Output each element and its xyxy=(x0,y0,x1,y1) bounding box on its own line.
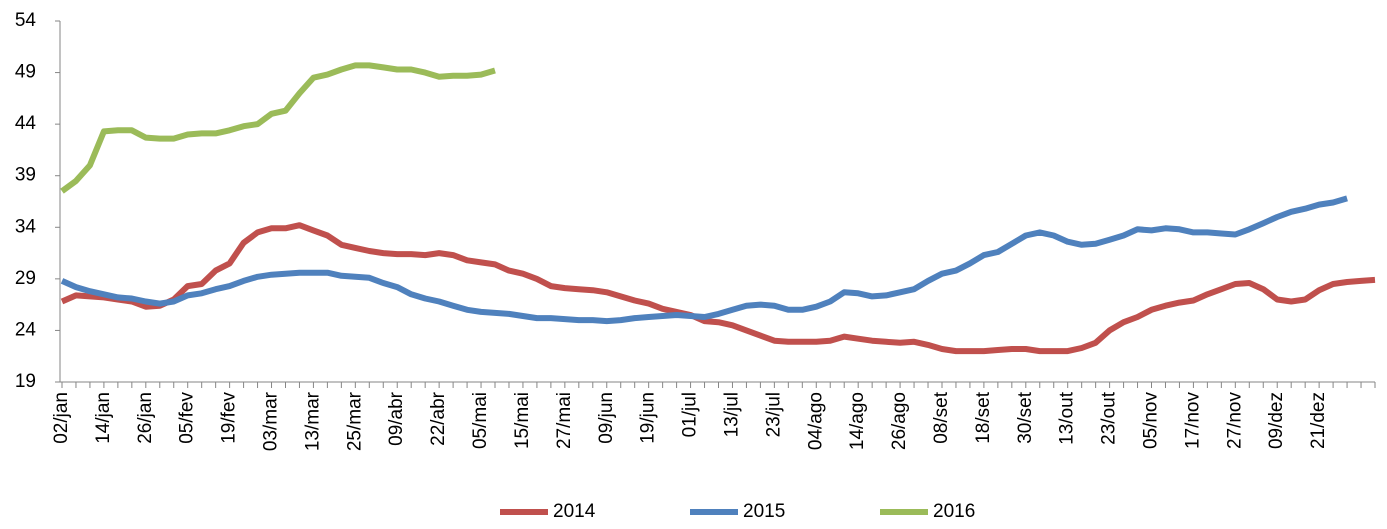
x-tick-label: 04/ago xyxy=(805,392,826,450)
legend-label: 2014 xyxy=(553,501,596,522)
y-tick-label: 34 xyxy=(15,216,37,237)
x-tick-label: 26/ago xyxy=(889,392,910,450)
x-tick-label: 09/jun xyxy=(596,392,617,444)
line-series xyxy=(60,195,1348,325)
y-tick-label: 54 xyxy=(15,10,37,31)
x-tick-label: 18/set xyxy=(973,391,994,443)
x-tick-label: 05/nov xyxy=(1141,392,1162,450)
x-tick-label: 13/mar xyxy=(302,391,323,451)
x-tick-label: 27/nov xyxy=(1224,392,1245,450)
x-tick-label: 13/out xyxy=(1057,391,1078,445)
x-tick-label: 14/jan xyxy=(93,392,114,444)
x-tick-label: 30/set xyxy=(1015,391,1036,443)
x-tick-label: 14/ago xyxy=(847,392,868,450)
x-tick-label: 21/dez xyxy=(1308,392,1329,449)
x-tick-label: 22/abr xyxy=(428,391,449,446)
y-tick-label: 39 xyxy=(15,165,36,186)
y-tick-label: 29 xyxy=(15,268,36,289)
x-tick-label: 25/mar xyxy=(344,391,365,451)
line-series xyxy=(60,222,1376,355)
legend-label: 2016 xyxy=(933,501,975,522)
x-tick-label: 15/mai xyxy=(512,392,533,449)
x-tick-label: 23/out xyxy=(1099,391,1120,445)
x-tick-label: 19/jun xyxy=(638,392,659,444)
x-tick-label: 27/mai xyxy=(554,392,575,449)
y-tick-label: 19 xyxy=(15,371,36,392)
legend-label: 2015 xyxy=(743,501,785,522)
x-tick-label: 23/jul xyxy=(763,392,784,437)
x-tick-label: 13/jul xyxy=(721,392,742,437)
x-tick-label: 02/jan xyxy=(51,392,72,444)
y-tick-label: 49 xyxy=(15,62,36,83)
line-series xyxy=(60,62,496,194)
x-tick-label: 17/nov xyxy=(1182,392,1203,450)
x-tick-label: 09/dez xyxy=(1266,392,1287,449)
y-tick-label: 24 xyxy=(15,319,37,340)
x-tick-label: 09/abr xyxy=(386,391,407,446)
x-tick-label: 26/jan xyxy=(135,392,156,444)
x-tick-label: 01/jul xyxy=(680,392,701,437)
x-tick-label: 05/fev xyxy=(177,392,198,444)
x-tick-label: 19/fev xyxy=(219,392,240,444)
x-tick-label: 03/mar xyxy=(261,391,282,451)
x-tick-label: 08/set xyxy=(931,391,952,443)
y-tick-label: 44 xyxy=(15,113,37,134)
x-tick-label: 05/mai xyxy=(470,392,491,449)
